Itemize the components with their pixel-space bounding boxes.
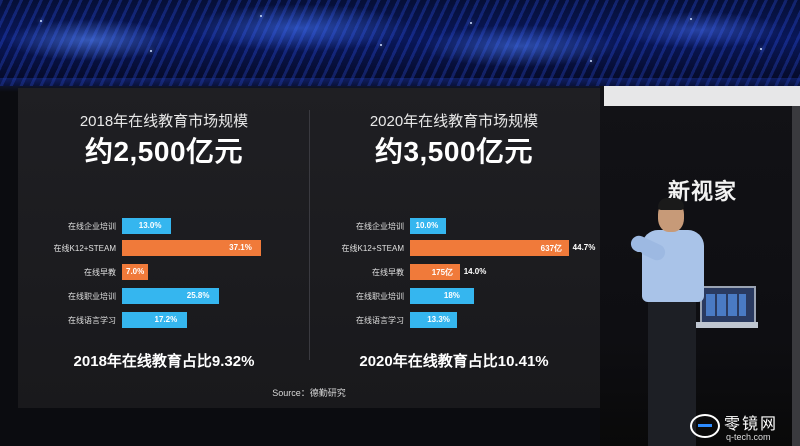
stage-pillar xyxy=(792,106,800,446)
bar-value-label: 25.8% xyxy=(186,291,210,300)
right-footer-stat: 2020年在线教育占比10.41% xyxy=(359,353,549,370)
light-dot xyxy=(40,20,42,22)
bar xyxy=(410,288,474,304)
stage-light-band xyxy=(604,86,800,106)
ceiling-lights xyxy=(0,0,800,86)
light-dot xyxy=(590,60,592,62)
left-headline: 约2,500亿元 xyxy=(84,136,244,167)
bar-value-label: 13.3% xyxy=(427,315,450,324)
bar xyxy=(122,288,219,304)
bar-value-label: 10.0% xyxy=(415,221,439,230)
microphone xyxy=(632,252,642,258)
right-headline: 约3,500亿元 xyxy=(374,136,534,167)
speaker-hair xyxy=(658,198,684,210)
bar xyxy=(122,312,187,328)
bar-label: 在线企业培训 xyxy=(68,222,116,231)
left-subtitle: 2018年在线教育市场规模 xyxy=(79,113,249,130)
speaker xyxy=(628,198,720,446)
source-note: Source：德勤研究 xyxy=(272,388,346,398)
bar-label: 在线早教 xyxy=(372,268,404,277)
light-dot xyxy=(150,50,152,52)
bar-amount-label: 637亿 xyxy=(540,244,563,253)
bar-label: 在线企业培训 xyxy=(356,222,404,231)
light-dot xyxy=(690,18,692,20)
laptop-display xyxy=(700,286,756,326)
right-subtitle: 2020年在线教育市场规模 xyxy=(369,113,539,130)
bar xyxy=(122,218,171,234)
watermark: 零镜网 q-tech.com xyxy=(690,408,800,446)
light-dot xyxy=(380,44,382,46)
bar xyxy=(122,264,149,280)
bar-label: 在线早教 xyxy=(84,268,116,277)
light-dot xyxy=(470,22,472,24)
bar-value-label: 37.1% xyxy=(229,243,252,252)
bar xyxy=(122,240,262,256)
screen-divider xyxy=(309,110,310,360)
bar-amount-label: 175亿 xyxy=(431,268,454,277)
presentation-screen: 2018年在线教育市场规模 约2,500亿元 在线企业培训 13.0% 在线K12+… xyxy=(18,88,600,408)
bar-value-label: 18% xyxy=(443,291,460,300)
bar xyxy=(410,312,458,328)
bar xyxy=(410,218,446,234)
bar-label: 在线语言学习 xyxy=(68,316,116,325)
left-footer-stat: 2018年在线教育占比9.32% xyxy=(73,353,255,370)
bar-label: 在线职业培训 xyxy=(356,292,404,301)
speaker-legs xyxy=(648,298,696,446)
watermark-logo-icon xyxy=(690,414,720,438)
bar xyxy=(410,264,460,280)
watermark-url: q-tech.com xyxy=(726,432,771,442)
light-dot xyxy=(760,48,762,50)
watermark-text: 零镜网 xyxy=(724,414,779,433)
bar-outside-label: 14.0% xyxy=(463,267,487,276)
bar-value-label: 7.0% xyxy=(126,267,145,276)
light-dot xyxy=(260,15,262,17)
bar-label: 在线K12+STEAM xyxy=(341,244,404,253)
laptop-screen-tiles xyxy=(706,294,746,316)
bar xyxy=(410,240,569,256)
bar-label: 在线职业培训 xyxy=(68,292,116,301)
bar-label: 在线K12+STEAM xyxy=(53,244,116,253)
bar-value-label: 17.2% xyxy=(154,315,178,324)
bar-outside-label: 44.7% xyxy=(572,243,596,252)
bar-value-label: 13.0% xyxy=(138,221,162,230)
laptop-base xyxy=(696,322,758,328)
bar-label: 在线语言学习 xyxy=(356,316,404,325)
